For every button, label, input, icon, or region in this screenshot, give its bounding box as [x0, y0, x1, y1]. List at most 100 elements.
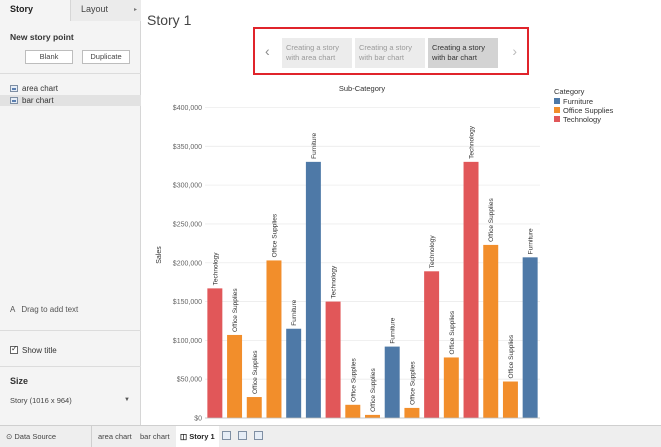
legend-label: Office Supplies — [563, 106, 614, 115]
bar-label: Office Supplies — [271, 213, 278, 257]
duplicate-button[interactable]: Duplicate — [82, 50, 130, 64]
panel-tabs: Story Layout ▸ — [0, 0, 141, 21]
bar-label: Office Supplies — [488, 198, 495, 242]
legend-item-office-supplies[interactable]: Office Supplies — [554, 106, 613, 115]
bar-label: Furniture — [311, 132, 318, 158]
panel-menu-arrow-icon[interactable]: ▸ — [133, 7, 137, 13]
story-point-1[interactable]: Creating a story with area chart — [282, 38, 352, 68]
bar — [345, 404, 361, 418]
y-tick-label: $400,000 — [173, 105, 202, 112]
legend-label: Furniture — [563, 97, 594, 106]
bar — [502, 381, 518, 418]
bar-label: Furniture — [528, 228, 535, 254]
tab-area-chart[interactable]: area chart — [98, 432, 132, 441]
sheet-icon — [10, 97, 18, 104]
bar-label: Office Supplies — [409, 361, 416, 405]
size-select[interactable]: Story (1016 x 964) ▼ — [10, 394, 132, 407]
bar — [305, 161, 321, 418]
tab-label: Data Source — [14, 432, 57, 441]
story-panel: Story Layout ▸ New story point Blank Dup… — [0, 0, 141, 425]
tab-story[interactable]: Story — [0, 0, 70, 21]
tab-layout[interactable]: Layout — [70, 0, 141, 21]
size-title: Size — [10, 376, 29, 386]
story-icon: ◫ — [180, 432, 188, 441]
blank-button[interactable]: Blank — [25, 50, 73, 64]
bar — [365, 414, 380, 418]
legend: Category Furniture Office Supplies Techn… — [554, 87, 613, 124]
bar-label: Furniture — [291, 299, 298, 325]
bar-label: Office Supplies — [370, 368, 377, 412]
show-title-label: Show title — [22, 346, 57, 355]
bar — [463, 161, 479, 418]
bar-label: Office Supplies — [232, 288, 239, 332]
checkbox-checked-icon[interactable] — [10, 344, 18, 354]
bar — [522, 257, 538, 418]
database-icon: ⊙ — [6, 432, 13, 441]
tab-story-1[interactable]: ◫ Story 1 — [176, 426, 219, 447]
bar — [266, 260, 282, 418]
new-story-point-title: New story point — [10, 32, 74, 42]
sheet-item-area-chart[interactable]: area chart — [0, 83, 141, 94]
chevron-down-icon: ▼ — [124, 397, 130, 403]
bar — [246, 397, 262, 418]
sheet-item-bar-chart[interactable]: bar chart — [0, 95, 141, 106]
text-a-icon: A — [10, 305, 16, 314]
bar-label: Office Supplies — [350, 357, 357, 401]
bar — [207, 288, 223, 418]
story-point-3[interactable]: Creating a story with bar chart — [428, 38, 498, 68]
new-story-icon[interactable] — [254, 431, 263, 440]
bar — [424, 271, 440, 418]
divider — [0, 73, 141, 74]
bar — [443, 357, 459, 418]
drag-to-add-text[interactable]: A Drag to add text — [10, 305, 78, 314]
legend-swatch — [554, 107, 560, 113]
new-worksheet-icon[interactable] — [222, 431, 231, 440]
story-navigator: ‹ Creating a story with area chart Creat… — [253, 27, 529, 75]
tab-bar-chart[interactable]: bar chart — [140, 432, 170, 441]
bar-label: Office Supplies — [252, 350, 259, 394]
y-axis-label: Sales — [156, 246, 163, 264]
bar-label: Technology — [469, 125, 476, 159]
bar-chart: Sub-Category Sales $0 $50,000 $100,000 $150,0… — [156, 84, 540, 423]
bar — [404, 407, 420, 418]
bar — [384, 346, 400, 418]
bar-label: Technology — [331, 265, 338, 299]
bar-label: Furniture — [390, 317, 397, 343]
y-tick-label: $300,000 — [173, 183, 202, 190]
y-tick-label: $250,000 — [173, 221, 202, 228]
legend-item-furniture[interactable]: Furniture — [554, 97, 613, 106]
y-tick-label: $0 — [194, 416, 202, 423]
y-tick-label: $150,000 — [173, 299, 202, 306]
sheet-item-label: bar chart — [22, 96, 54, 105]
chevron-right-icon[interactable]: › — [512, 43, 517, 59]
tab-data-source[interactable]: ⊙ Data Source — [2, 426, 92, 447]
bar — [227, 334, 243, 418]
sheet-tab-bar: ⊙ Data Source area chart bar chart ◫ Sto… — [0, 425, 661, 447]
bar-label: Office Supplies — [449, 310, 456, 354]
legend-swatch — [554, 98, 560, 104]
chevron-left-icon[interactable]: ‹ — [265, 43, 270, 59]
sheet-item-label: area chart — [22, 84, 59, 93]
story-point-2[interactable]: Creating a story with bar chart — [355, 38, 425, 68]
y-tick-label: $350,000 — [173, 144, 202, 151]
bar-label: Technology — [429, 235, 436, 269]
y-tick-label: $200,000 — [173, 260, 202, 267]
legend-label: Technology — [563, 115, 601, 124]
divider — [0, 366, 141, 367]
story-title: Story 1 — [147, 12, 192, 28]
legend-swatch — [554, 116, 560, 122]
new-dashboard-icon[interactable] — [238, 431, 247, 440]
bar-label: Office Supplies — [508, 334, 515, 378]
bar — [325, 301, 341, 418]
size-value: Story (1016 x 964) — [10, 396, 72, 405]
chart-title: Sub-Category — [339, 84, 386, 93]
legend-item-technology[interactable]: Technology — [554, 115, 613, 124]
y-tick-label: $100,000 — [173, 338, 202, 345]
tab-label: Story 1 — [189, 432, 215, 441]
drag-text-label: Drag to add text — [21, 305, 79, 314]
legend-title: Category — [554, 87, 585, 96]
show-title-toggle[interactable]: Show title — [10, 344, 57, 355]
y-tick-label: $50,000 — [177, 377, 202, 384]
sheet-icon — [10, 85, 18, 92]
bar — [483, 244, 499, 418]
